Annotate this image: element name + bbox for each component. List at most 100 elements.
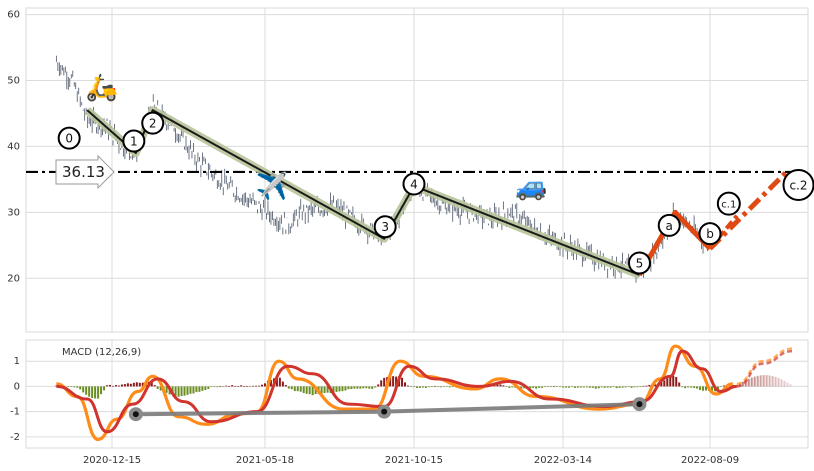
- macd-projected-histogram-bar: [786, 382, 789, 387]
- macd-histogram-bar: [672, 375, 675, 387]
- wave-label-circle: [141, 111, 165, 135]
- target-arrow-marker: [55, 154, 115, 190]
- macd-histogram-bar: [412, 386, 415, 388]
- macd-histogram-bar: [591, 386, 594, 388]
- macd-histogram-bar: [544, 386, 547, 388]
- macd-histogram-bar: [529, 386, 532, 389]
- macd-histogram-bar: [392, 376, 395, 387]
- macd-histogram-bar: [159, 386, 162, 391]
- macd-histogram-bar: [448, 386, 451, 388]
- macd-histogram-bar: [693, 386, 696, 388]
- macd-histogram-bar: [311, 386, 314, 396]
- macd-histogram-bar: [636, 386, 639, 388]
- macd-histogram-bar: [702, 386, 705, 391]
- macd-histogram-bar: [541, 386, 544, 388]
- macd-histogram-bar: [439, 386, 442, 388]
- macd-histogram-bar: [111, 385, 114, 387]
- macd-histogram-bar: [70, 386, 73, 388]
- macd-histogram-bar: [466, 386, 469, 388]
- macd-histogram-bar: [100, 386, 103, 395]
- macd-projected-histogram-bar: [774, 376, 777, 387]
- macd-histogram-bar: [660, 381, 663, 387]
- wave-label-circle: [373, 215, 397, 239]
- wave-label: 5: [636, 256, 644, 270]
- macd-histogram-bar: [442, 386, 445, 388]
- macd-histogram-bar: [514, 386, 517, 388]
- macd-histogram-bar: [129, 383, 132, 387]
- macd-histogram-bar: [269, 380, 272, 387]
- macd-histogram-bar: [183, 386, 186, 396]
- macd-histogram-bar: [97, 386, 100, 399]
- macd-histogram-bar: [180, 386, 183, 397]
- macd-histogram-bar: [678, 382, 681, 387]
- emoji-icon: 🚙: [515, 172, 547, 202]
- macd-histogram-bar: [612, 386, 615, 388]
- macd-histogram-bar: [374, 386, 377, 388]
- signal-projection-line: [736, 349, 793, 388]
- macd-histogram-bar: [594, 386, 597, 389]
- macd-histogram-bar: [290, 386, 293, 390]
- macd-projected-histogram-bar: [741, 381, 744, 387]
- target-level-label: 36.13: [62, 163, 105, 181]
- macd-projected-histogram-bar: [750, 377, 753, 387]
- macd-y-ticks: -2 -1 0 1: [10, 356, 20, 443]
- macd-histogram-bar: [106, 385, 109, 387]
- macd-histogram-bar: [579, 386, 582, 388]
- macd-histogram-bar: [171, 386, 174, 395]
- wave-label-circle: [627, 251, 651, 275]
- macd-histogram-bar: [654, 384, 657, 387]
- macd-histogram-bar: [91, 386, 94, 398]
- x-tick-label: 2020-12-15: [83, 455, 141, 466]
- macd-histogram-bar: [699, 386, 702, 390]
- divergence-point-core: [636, 401, 643, 408]
- projection-c2-line: [708, 170, 789, 251]
- macd-histogram-bar: [109, 384, 112, 387]
- emoji-icon: 🛵: [86, 73, 118, 103]
- macd-histogram-bar: [633, 386, 636, 388]
- macd-histogram-bar: [356, 386, 359, 389]
- macd-histogram-bar: [603, 386, 606, 388]
- macd-y-tick-label: 0: [14, 381, 20, 392]
- wave-label: 4: [410, 177, 418, 191]
- macd-histogram-bar: [675, 376, 678, 387]
- macd-histogram-bar: [278, 377, 281, 387]
- projection-label-circle: [716, 191, 741, 216]
- macd-histogram-bar: [553, 386, 556, 387]
- macd-histogram-bar: [630, 386, 633, 388]
- price-y-ticks: 20 30 40 50 60: [7, 10, 20, 285]
- macd-projected-histogram-bar: [765, 375, 768, 387]
- macd-histogram-bar: [642, 385, 645, 387]
- macd-histogram-bar: [365, 386, 368, 389]
- macd-histogram-bar: [404, 382, 407, 387]
- macd-histogram-bar: [177, 386, 180, 397]
- macd-histogram-bar: [341, 386, 344, 392]
- macd-histogram-bar: [532, 386, 535, 389]
- macd-histogram-bar: [547, 386, 550, 388]
- macd-histogram-bar: [103, 386, 106, 391]
- macd-histogram-bar: [76, 386, 79, 388]
- price-plot-area: [25, 7, 809, 333]
- macd-histogram-bar: [499, 384, 502, 387]
- macd-histogram-bar: [174, 386, 177, 397]
- macd-histogram-bar: [556, 386, 559, 388]
- macd-histogram-bar: [252, 385, 255, 387]
- macd-histogram-bar: [332, 386, 335, 394]
- macd-histogram-bar: [690, 386, 693, 388]
- macd-histogram-bar: [114, 385, 117, 387]
- macd-histogram-bar: [126, 383, 129, 387]
- price-y-tick-label: 40: [7, 141, 20, 152]
- macd-histogram-bar: [371, 386, 374, 389]
- wave-label-circle: [698, 222, 722, 246]
- macd-projected-histogram-bar: [771, 376, 774, 387]
- macd-histogram-bar: [615, 386, 618, 389]
- macd-histogram-bar: [243, 386, 246, 387]
- macd-histogram-bar: [79, 386, 82, 390]
- macd-histogram-bar: [368, 386, 371, 389]
- macd-histogram-bar: [192, 386, 195, 394]
- macd-histogram-bar: [389, 376, 392, 387]
- macd-histogram-bar: [246, 386, 249, 388]
- macd-histogram-bar: [418, 386, 421, 388]
- macd-histogram-bar: [424, 386, 427, 388]
- macd-histogram-bar: [573, 386, 576, 388]
